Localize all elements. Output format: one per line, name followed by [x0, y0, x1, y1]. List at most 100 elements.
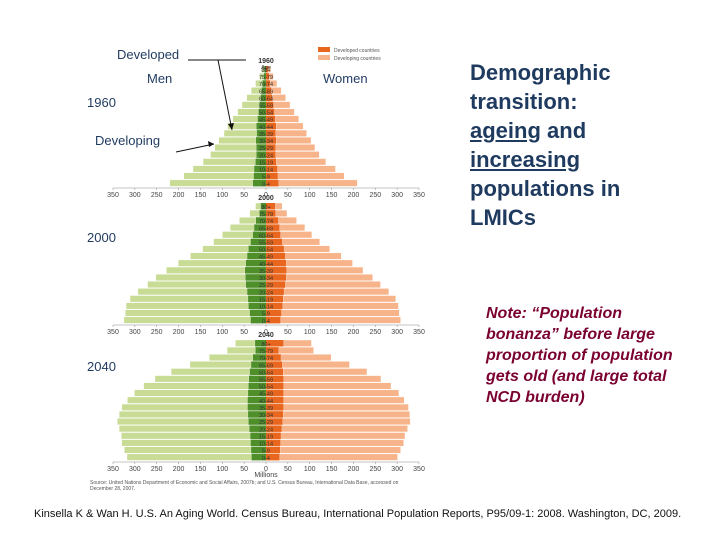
bar-developing-women — [280, 439, 404, 447]
developing-arrowhead — [208, 141, 214, 147]
x-tick-label: 350 — [107, 466, 119, 473]
bar-developed-men — [247, 396, 266, 404]
age-group-label: 10-14 — [259, 305, 273, 311]
bar-developed-women — [266, 340, 284, 347]
bar-developed-men — [247, 252, 266, 260]
age-group-label: 20-24 — [259, 153, 273, 159]
bar-developing-men — [154, 375, 250, 383]
x-tick-label: 200 — [173, 329, 185, 336]
bar-developing-women — [281, 361, 350, 369]
bar-developing-men — [123, 316, 251, 324]
bar-developed-men — [255, 137, 266, 144]
bar-developing-women — [283, 245, 331, 253]
bar-developed-men — [254, 224, 266, 231]
age-group-label: 45-49 — [259, 118, 273, 124]
bar-developing-women — [279, 446, 401, 454]
year-1960-label: 1960 — [87, 95, 116, 110]
bar-developing-women — [277, 172, 345, 180]
bar-developed-men — [251, 446, 266, 454]
panel-year-label: 2000 — [258, 195, 274, 202]
title-line: LMICs — [470, 205, 536, 230]
age-group-label: 40-44 — [259, 262, 273, 268]
bar-developing-women — [275, 129, 307, 137]
bar-developing-men — [118, 425, 250, 433]
bar-developed-men — [253, 172, 266, 180]
x-tick-label: 100 — [304, 466, 316, 473]
bar-developing-men — [213, 238, 251, 246]
age-group-label: 40-44 — [259, 125, 273, 131]
x-tick-label: 150 — [326, 329, 338, 336]
age-group-label: 30-34 — [259, 276, 273, 282]
age-group-label: 55-59 — [259, 241, 273, 247]
age-group-label: 50-54 — [259, 385, 273, 391]
note-line: Note: “Population — [486, 305, 622, 322]
title-line: ageing and — [470, 116, 710, 145]
bar-developing-men — [129, 295, 249, 303]
bar-developing-women — [282, 418, 411, 426]
age-group-label: 60-64 — [259, 370, 273, 376]
bar-developing-women — [275, 136, 312, 144]
age-group-label: 80+ — [261, 205, 270, 211]
bar-developing-men — [169, 179, 254, 187]
bar-developed-women — [266, 210, 276, 217]
legend-swatch-developing — [318, 55, 330, 60]
age-group-label: 0-4 — [262, 319, 270, 325]
x-tick-label: 350 — [107, 329, 119, 336]
x-tick-label: 100 — [216, 466, 228, 473]
bar-developing-women — [283, 389, 400, 397]
bar-developing-women — [278, 346, 314, 354]
figure-source-line: December 28, 2007. — [90, 486, 135, 492]
bar-developed-women — [266, 375, 284, 383]
age-group-label: 35-39 — [259, 132, 273, 138]
bar-developed-men — [250, 238, 266, 246]
bar-developed-women — [266, 446, 280, 454]
bar-developing-women — [281, 425, 408, 433]
bar-developed-men — [248, 245, 266, 253]
bar-developing-men — [226, 346, 256, 354]
bar-developing-women — [280, 231, 313, 239]
bar-developed-men — [255, 217, 266, 224]
bar-developing-men — [202, 158, 256, 166]
bar-developed-women — [266, 267, 287, 274]
age-group-label: 50-54 — [259, 248, 273, 254]
age-group-label: 75-79 — [259, 212, 273, 218]
bar-developing-men — [147, 281, 247, 289]
x-tick-label: 50 — [284, 466, 292, 473]
bar-developing-women — [275, 122, 304, 130]
bar-developing-women — [282, 410, 411, 418]
bar-developed-women — [266, 137, 277, 144]
bar-developing-men — [155, 273, 246, 281]
bar-developed-men — [247, 404, 266, 411]
age-group-label: 60-64 — [259, 96, 273, 102]
note-line: NCD burden) — [486, 389, 585, 406]
bar-developing-women — [282, 368, 368, 376]
x-tick-label: 200 — [173, 192, 185, 199]
x-tick-label: 100 — [216, 192, 228, 199]
x-tick-label: 50 — [284, 329, 292, 336]
bar-developed-men — [248, 418, 266, 425]
title-line: populations in — [470, 176, 621, 201]
bar-developed-men — [258, 108, 266, 116]
title-underlined-word: increasing — [470, 147, 581, 172]
bar-developed-women — [266, 389, 284, 397]
x-tick-label: 300 — [391, 329, 403, 336]
bar-developed-women — [266, 309, 282, 317]
age-group-label: 55-59 — [259, 378, 273, 384]
age-group-label: 5-9 — [262, 449, 270, 455]
bar-developing-men — [137, 288, 248, 296]
bar-developing-men — [125, 309, 251, 317]
bar-developing-women — [271, 94, 286, 102]
developed-label: Developed — [117, 47, 180, 62]
bar-developing-women — [283, 288, 390, 296]
bar-developing-men — [239, 217, 257, 224]
x-tick-label: 200 — [348, 329, 360, 336]
x-axis-unit-label: Millions — [254, 472, 278, 479]
age-group-label: 0-4 — [262, 456, 270, 462]
bar-developed-women — [266, 122, 277, 130]
x-tick-label: 250 — [369, 329, 381, 336]
bar-developing-men — [117, 418, 249, 426]
bar-developing-women — [282, 302, 399, 310]
bar-developing-men — [223, 129, 258, 137]
bar-developed-women — [266, 73, 270, 80]
x-tick-label: 50 — [240, 466, 248, 473]
